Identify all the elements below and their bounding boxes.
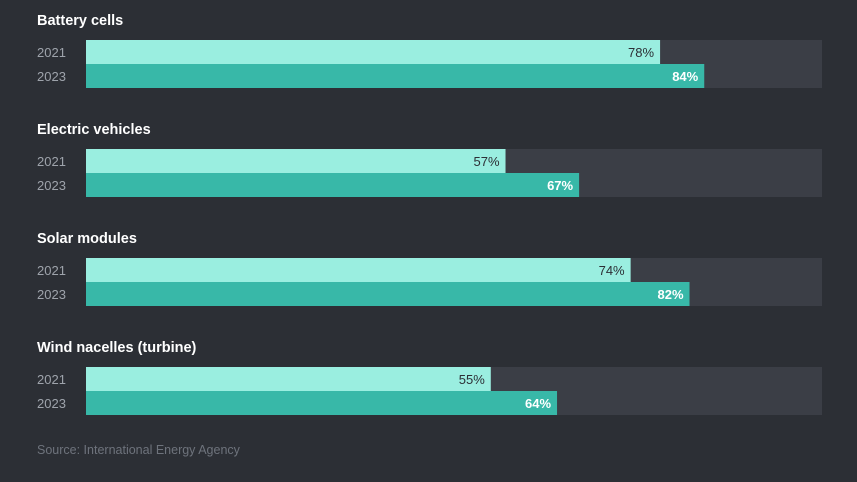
bar-2023 bbox=[86, 391, 558, 415]
year-label: 2023 bbox=[37, 287, 66, 302]
category-title: Wind nacelles (turbine) bbox=[37, 340, 197, 356]
year-label: 2021 bbox=[37, 372, 66, 387]
year-label: 2021 bbox=[37, 154, 66, 169]
bar-2021 bbox=[86, 149, 506, 173]
value-label: 78% bbox=[628, 45, 654, 60]
bar-2023 bbox=[86, 64, 705, 88]
value-label: 84% bbox=[672, 69, 698, 84]
year-label: 2023 bbox=[37, 396, 66, 411]
value-label: 57% bbox=[473, 154, 499, 169]
year-label: 2023 bbox=[37, 178, 66, 193]
category-title: Electric vehicles bbox=[37, 122, 151, 138]
value-label: 55% bbox=[459, 372, 485, 387]
value-label: 74% bbox=[599, 263, 625, 278]
value-label: 67% bbox=[547, 178, 573, 193]
bar-2023 bbox=[86, 282, 690, 306]
category-title: Solar modules bbox=[37, 231, 137, 247]
bar-2021 bbox=[86, 258, 631, 282]
bar-2023 bbox=[86, 173, 580, 197]
bar-2021 bbox=[86, 40, 661, 64]
value-label: 82% bbox=[657, 287, 683, 302]
category-title: Battery cells bbox=[37, 13, 123, 29]
source-note: Source: International Energy Agency bbox=[37, 443, 240, 457]
bar-2021 bbox=[86, 367, 491, 391]
year-label: 2021 bbox=[37, 45, 66, 60]
year-label: 2023 bbox=[37, 69, 66, 84]
value-label: 64% bbox=[525, 396, 551, 411]
year-label: 2021 bbox=[37, 263, 66, 278]
